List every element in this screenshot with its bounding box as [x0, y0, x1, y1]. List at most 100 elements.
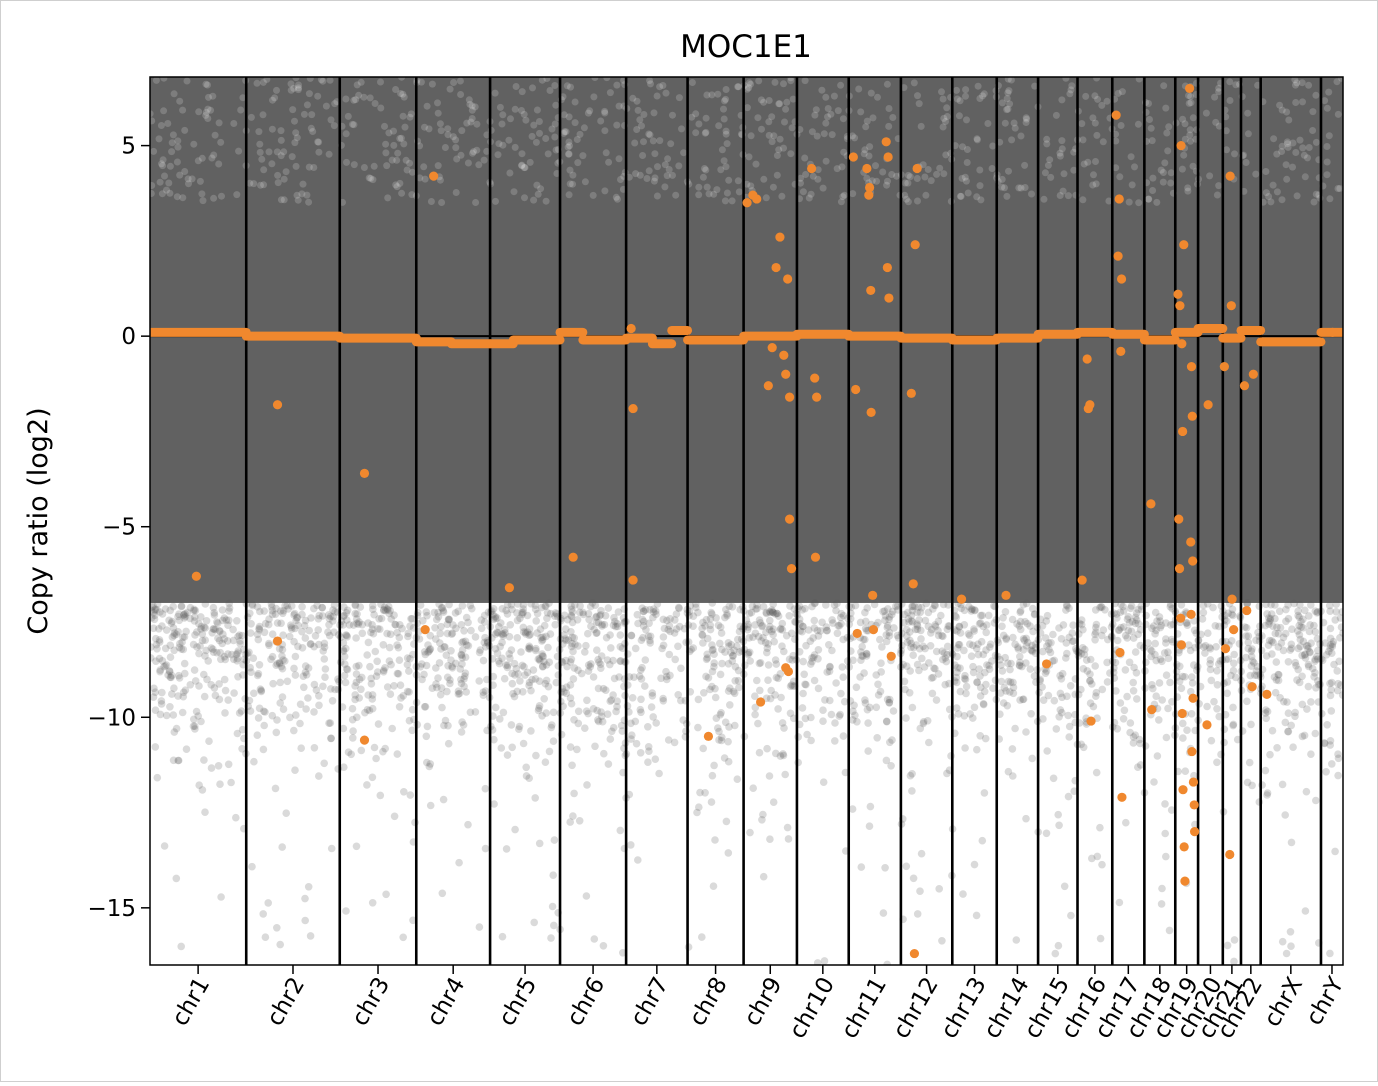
x-tick-label-chr4: chr4 [422, 973, 470, 1030]
bin-gap [385, 129, 393, 137]
bin-point [634, 619, 642, 628]
bin-point [570, 664, 579, 672]
bin-point [597, 664, 605, 672]
bin-point [502, 606, 510, 615]
bin-gap [202, 108, 210, 116]
bin-point [387, 660, 395, 669]
bin-point [953, 644, 962, 652]
bin-point [590, 935, 599, 943]
bin-gap [159, 156, 167, 164]
bin-gap [235, 147, 243, 155]
bin-point [1274, 670, 1282, 679]
bin-point [703, 654, 712, 662]
bin-point [874, 680, 882, 689]
bin-point [611, 622, 620, 631]
bin-point [379, 747, 387, 756]
bin-gap [237, 106, 245, 114]
bin-point [638, 615, 647, 624]
bin-gap [208, 154, 216, 162]
bin-gap [1040, 195, 1048, 203]
bin-gap [542, 197, 550, 205]
bin-point [527, 686, 535, 695]
segment-point [628, 575, 638, 585]
bin-gap [1103, 97, 1111, 105]
bin-point [625, 673, 634, 681]
bin-point [978, 611, 986, 620]
bin-point [174, 692, 182, 700]
bin-point [1326, 641, 1335, 649]
bin-point [246, 663, 254, 672]
bin-point [789, 651, 797, 660]
bin-point [1026, 622, 1034, 630]
bin-gap [802, 171, 810, 178]
bin-point [340, 603, 348, 611]
bin-point [806, 637, 815, 645]
segment-point [868, 590, 878, 600]
bin-gap [1091, 119, 1099, 127]
bin-point [475, 923, 484, 931]
bin-point [724, 687, 733, 695]
bin-gap [840, 191, 848, 199]
bin-point [863, 650, 871, 658]
bin-point [326, 612, 335, 621]
bin-point [639, 633, 647, 642]
bin-point [442, 651, 451, 659]
bin-point [640, 607, 648, 615]
bin-point [983, 661, 991, 669]
bin-gap [1028, 190, 1035, 198]
bin-point [818, 618, 826, 627]
bin-point [637, 636, 646, 644]
segment-point [272, 400, 283, 410]
bin-point [496, 715, 504, 723]
bin-point [1021, 617, 1029, 626]
bin-gap [656, 137, 664, 145]
bin-point [355, 694, 364, 702]
bin-point [461, 669, 470, 677]
bin-point [593, 629, 601, 637]
bin-point [1047, 639, 1055, 647]
bin-gap [446, 85, 454, 93]
bin-gap [669, 111, 676, 119]
bin-point [658, 644, 666, 653]
bin-gap [1062, 77, 1070, 82]
bin-point [1115, 898, 1124, 907]
bin-point [593, 706, 601, 715]
bin-point [839, 732, 848, 740]
bin-point [290, 611, 298, 619]
bin-point [447, 647, 455, 655]
bin-gap [566, 180, 574, 188]
bin-gap [518, 150, 526, 158]
bin-gap [434, 99, 441, 107]
bin-point [1313, 635, 1322, 643]
bin-point [813, 626, 822, 635]
bin-gap [1206, 172, 1214, 180]
bin-point [1297, 623, 1305, 631]
bin-gap [1215, 122, 1223, 130]
bin-gap [1179, 115, 1187, 123]
bin-point [320, 643, 329, 651]
bin-point [454, 607, 463, 616]
bin-gap [723, 140, 731, 148]
bin-point [423, 722, 432, 731]
bin-point [712, 614, 720, 622]
bin-point [1338, 691, 1343, 699]
bin-point [509, 689, 517, 698]
bin-point [662, 672, 671, 681]
bin-gap [713, 186, 721, 194]
bin-point [179, 692, 188, 701]
bin-point [177, 645, 186, 653]
bin-point [451, 609, 460, 617]
bin-point [885, 699, 893, 707]
bin-point [264, 620, 273, 629]
bin-point [904, 615, 913, 623]
bin-point [503, 610, 512, 618]
bin-point [931, 664, 939, 673]
bin-gap [789, 95, 797, 103]
bin-point [248, 600, 257, 608]
bin-gap [526, 158, 534, 166]
bin-gap [310, 164, 318, 171]
bin-point [191, 677, 200, 685]
bin-gap [861, 146, 869, 154]
bin-gap [1178, 165, 1186, 173]
bin-point [285, 632, 294, 641]
